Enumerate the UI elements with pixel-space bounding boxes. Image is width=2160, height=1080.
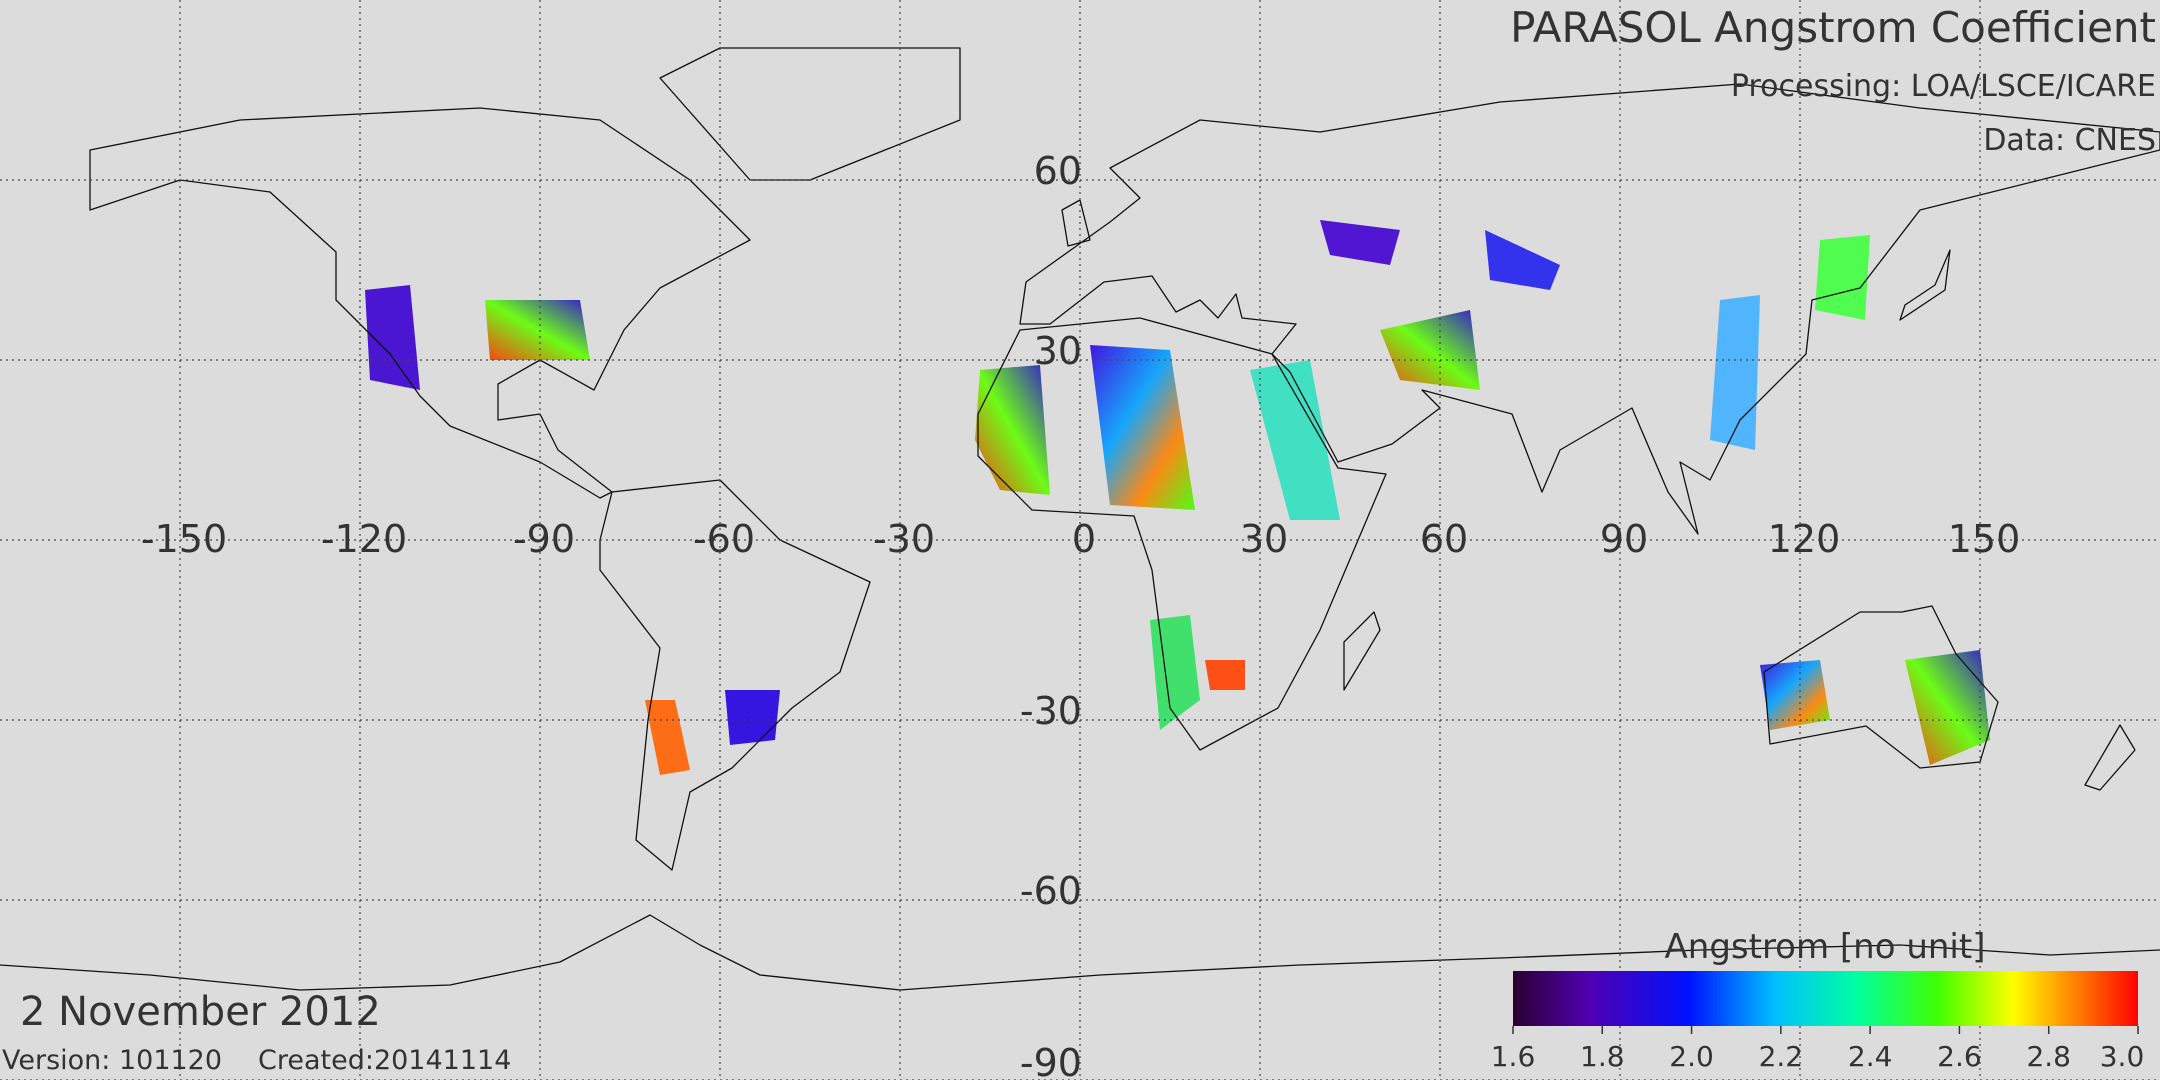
longitude-label: -120 xyxy=(321,517,407,561)
latitude-label: -30 xyxy=(1020,689,1082,733)
coast-south-america xyxy=(599,479,871,871)
swath xyxy=(1815,235,1870,320)
swath xyxy=(1090,345,1195,510)
colorbar xyxy=(1513,971,2138,1026)
colorbar-tick-label: 2.8 xyxy=(2026,1040,2071,1073)
longitude-label: 60 xyxy=(1420,517,1468,561)
colorbar-tick-label: 1.6 xyxy=(1491,1040,1536,1073)
coast-africa xyxy=(977,317,1387,751)
longitude-label: -60 xyxy=(693,517,755,561)
colorbar-tick-label: 1.8 xyxy=(1580,1040,1625,1073)
swath xyxy=(365,285,420,390)
title: PARASOL Angstrom Coefficient xyxy=(1510,3,2156,52)
swath xyxy=(1760,660,1830,730)
coast-antarctica xyxy=(0,914,2160,991)
coast-eurasia xyxy=(1019,83,2160,535)
processing-credit: Processing: LOA/LSCE/ICARE xyxy=(1731,69,2156,104)
longitude-label: 30 xyxy=(1240,517,1288,561)
data-credit: Data: CNES xyxy=(1983,123,2156,158)
swath xyxy=(1905,650,1990,765)
longitude-label: 90 xyxy=(1600,517,1648,561)
longitude-label: -150 xyxy=(141,517,227,561)
colorbar-tick-label: 2.2 xyxy=(1759,1040,1804,1073)
swath xyxy=(1205,660,1245,690)
colorbar-tick-label: 3.0 xyxy=(2100,1040,2145,1073)
created: Created:20141114 xyxy=(258,1045,511,1076)
coast-australia xyxy=(1763,605,1999,769)
aerosol-swaths xyxy=(365,220,1990,775)
coast-new-zealand xyxy=(2084,724,2136,791)
latitude-label: -60 xyxy=(1020,869,1082,913)
swath xyxy=(1380,310,1480,390)
latitude-label: 30 xyxy=(1034,329,1082,373)
latitude-label: 60 xyxy=(1034,149,1082,193)
colorbar-label: Angstrom [no unit] xyxy=(1665,927,1986,967)
swath xyxy=(645,700,690,775)
date: 2 November 2012 xyxy=(20,989,381,1035)
colorbar-ticks: 1.6 1.8 2.0 2.2 2.4 2.6 2.8 3.0 xyxy=(1491,1026,2145,1073)
version: Version: 101120 xyxy=(2,1045,222,1076)
coast-madagascar xyxy=(1343,611,1381,691)
swath xyxy=(725,690,780,745)
swath xyxy=(1710,295,1760,450)
longitude-label: -30 xyxy=(873,517,935,561)
longitude-label: 0 xyxy=(1072,517,1096,561)
graticule-labels: -150 -120 -90 -60 -30 0 30 60 90 120 150 60 30 -30 -60… xyxy=(141,149,2020,1080)
swath xyxy=(1250,360,1340,520)
latitude-label: -90 xyxy=(1020,1041,1082,1080)
swath xyxy=(1320,220,1400,265)
coast-greenland xyxy=(659,47,961,181)
colorbar-tick-label: 2.4 xyxy=(1848,1040,1893,1073)
coast-uk xyxy=(1061,199,1091,247)
swath xyxy=(975,365,1050,495)
swath xyxy=(1485,230,1560,290)
swath xyxy=(485,300,590,360)
longitude-label: 120 xyxy=(1768,517,1841,561)
coastlines xyxy=(0,47,2160,991)
coast-japan xyxy=(1899,249,1951,321)
longitude-label: -90 xyxy=(513,517,575,561)
coast-north-america xyxy=(89,107,751,499)
colorbar-tick-label: 2.0 xyxy=(1669,1040,1714,1073)
swath xyxy=(1150,615,1200,730)
colorbar-tick-label: 2.6 xyxy=(1937,1040,1982,1073)
longitude-label: 150 xyxy=(1948,517,2021,561)
